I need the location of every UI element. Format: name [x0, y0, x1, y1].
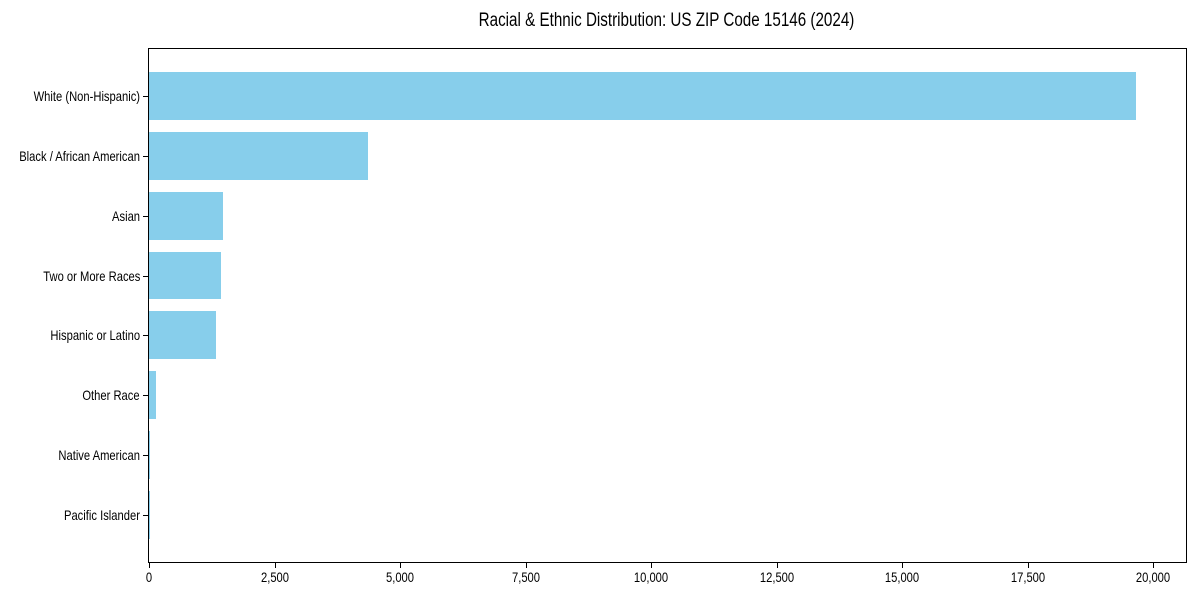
y-tick-mark	[143, 514, 148, 516]
plot-area: White (Non-Hispanic) Black / African Amer…	[19, 48, 1187, 585]
y-tick-mark	[143, 395, 148, 397]
x-tick-label: 10,000	[634, 569, 669, 585]
y-tick-mark	[143, 96, 148, 98]
x-tick-label: 7,500	[511, 569, 540, 585]
x-tick-label: 15,000	[885, 569, 920, 585]
x-tick-mark	[400, 563, 402, 568]
x-tick-label: 0	[145, 569, 153, 585]
x-tick-mark	[776, 563, 778, 568]
x-tick-mark	[902, 563, 904, 568]
x-tick-mark	[274, 563, 276, 568]
y-tick-label: Hispanic or Latino	[50, 327, 140, 344]
x-tick-label: 20,000	[1136, 569, 1171, 585]
y-tick-label: Asian	[111, 207, 140, 224]
y-tick-mark	[143, 275, 148, 277]
chart-title: Racial & Ethnic Distribution: US ZIP Cod…	[478, 10, 855, 31]
bar	[149, 72, 1136, 121]
y-tick-mark	[143, 156, 148, 158]
y-tick-mark	[143, 454, 148, 456]
y-tick-label: White (Non-Hispanic)	[33, 88, 140, 105]
bar	[149, 431, 150, 479]
bar	[149, 191, 224, 240]
x-tick-mark	[651, 563, 653, 568]
y-tick-label: Black / African American	[19, 148, 140, 165]
x-tick-mark	[1153, 563, 1155, 568]
y-tick-mark	[143, 215, 148, 217]
bar	[149, 251, 222, 300]
y-tick-label: Pacific Islander	[64, 506, 140, 523]
x-tick-label: 17,500	[1010, 569, 1045, 585]
x-tick-mark	[149, 563, 150, 568]
y-tick-label: Native American	[58, 446, 140, 463]
y-tick-label: Two or More Races	[42, 267, 140, 284]
x-tick-label: 12,500	[759, 569, 794, 585]
bar	[149, 371, 156, 420]
bar	[149, 311, 217, 360]
y-tick-mark	[143, 335, 148, 337]
x-tick-mark	[1027, 563, 1029, 568]
x-tick-label: 2,500	[260, 569, 289, 585]
y-tick-label: Other Race	[82, 387, 140, 404]
x-tick-label: 5,000	[386, 569, 415, 585]
bar	[149, 132, 368, 180]
x-tick-mark	[525, 563, 527, 568]
